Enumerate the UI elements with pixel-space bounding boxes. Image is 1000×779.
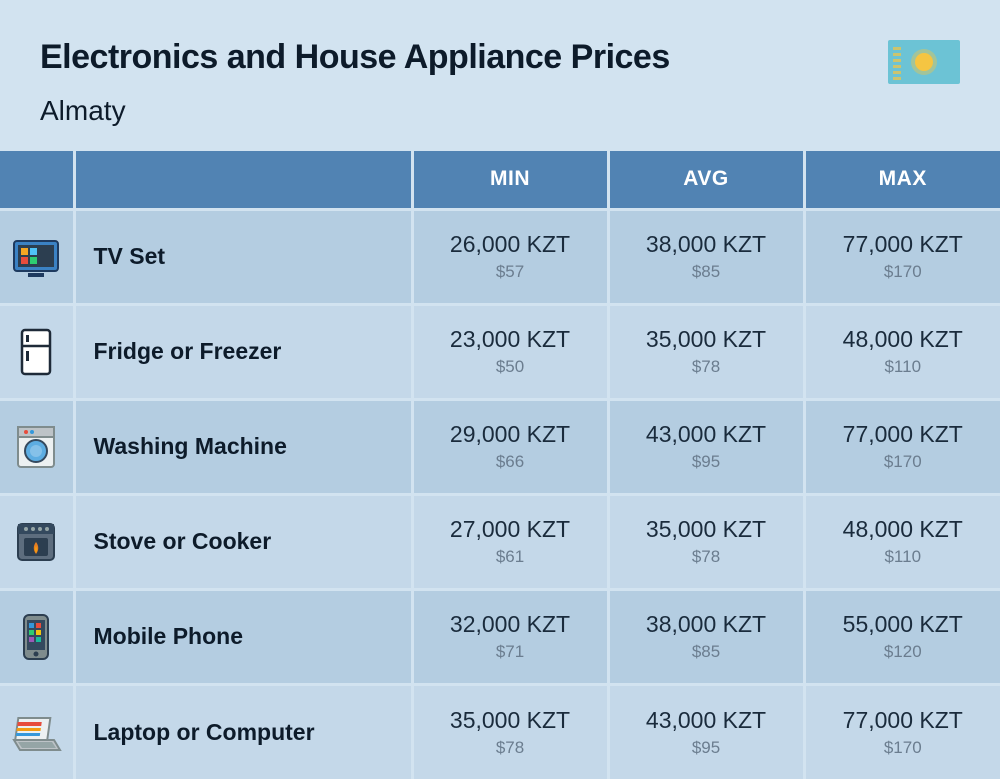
price-usd: $95 <box>610 738 803 758</box>
price-table: MIN AVG MAX TV Set26,000 KZT$5738,000 KZ… <box>0 151 1000 779</box>
price-min: 29,000 KZT $66 <box>412 399 608 494</box>
price-kzt: 26,000 KZT <box>414 231 607 258</box>
table-row: TV Set26,000 KZT $5738,000 KZT $8577,000 K… <box>0 209 1000 304</box>
laptop-icon <box>0 684 74 779</box>
price-avg: 35,000 KZT $78 <box>608 304 804 399</box>
titles: Electronics and House Appliance Prices A… <box>40 38 670 127</box>
price-min: 35,000 KZT $78 <box>412 684 608 779</box>
price-kzt: 55,000 KZT <box>806 611 1000 638</box>
price-kzt: 35,000 KZT <box>610 516 803 543</box>
price-usd: $170 <box>806 262 1000 282</box>
flag-icon <box>888 40 960 84</box>
header-avg: AVG <box>608 151 804 209</box>
washer-icon <box>0 399 74 494</box>
price-usd: $170 <box>806 738 1000 758</box>
price-usd: $78 <box>414 738 607 758</box>
price-usd: $85 <box>610 642 803 662</box>
price-kzt: 38,000 KZT <box>610 231 803 258</box>
price-kzt: 77,000 KZT <box>806 421 1000 448</box>
price-usd: $50 <box>414 357 607 377</box>
price-avg: 38,000 KZT $85 <box>608 589 804 684</box>
header-icon-col <box>0 151 74 209</box>
price-kzt: 43,000 KZT <box>610 421 803 448</box>
price-avg: 43,000 KZT $95 <box>608 684 804 779</box>
header-max: MAX <box>804 151 1000 209</box>
tv-icon <box>0 209 74 304</box>
price-min: 32,000 KZT $71 <box>412 589 608 684</box>
price-max: 48,000 KZT $110 <box>804 494 1000 589</box>
stove-icon <box>0 494 74 589</box>
row-label: Washing Machine <box>74 399 412 494</box>
price-usd: $78 <box>610 547 803 567</box>
price-max: 77,000 KZT $170 <box>804 684 1000 779</box>
price-min: 23,000 KZT $50 <box>412 304 608 399</box>
flag-sun-icon <box>915 53 933 71</box>
table-row: Washing Machine29,000 KZT $6643,000 KZT $9… <box>0 399 1000 494</box>
price-max: 55,000 KZT $120 <box>804 589 1000 684</box>
price-max: 77,000 KZT $170 <box>804 399 1000 494</box>
header: Electronics and House Appliance Prices A… <box>0 38 1000 127</box>
price-kzt: 35,000 KZT <box>610 326 803 353</box>
price-avg: 43,000 KZT $95 <box>608 399 804 494</box>
price-kzt: 43,000 KZT <box>610 707 803 734</box>
table-row: Stove or Cooker27,000 KZT $6135,000 KZT $7… <box>0 494 1000 589</box>
row-label: Laptop or Computer <box>74 684 412 779</box>
price-kzt: 23,000 KZT <box>414 326 607 353</box>
price-avg: 35,000 KZT $78 <box>608 494 804 589</box>
price-kzt: 27,000 KZT <box>414 516 607 543</box>
price-min: 27,000 KZT $61 <box>412 494 608 589</box>
price-kzt: 35,000 KZT <box>414 707 607 734</box>
page-subtitle: Almaty <box>40 95 670 127</box>
price-usd: $85 <box>610 262 803 282</box>
page: Electronics and House Appliance Prices A… <box>0 0 1000 776</box>
price-usd: $66 <box>414 452 607 472</box>
table-row: Laptop or Computer35,000 KZT $7843,000 KZ… <box>0 684 1000 779</box>
row-label: TV Set <box>74 209 412 304</box>
header-min: MIN <box>412 151 608 209</box>
price-min: 26,000 KZT $57 <box>412 209 608 304</box>
price-usd: $95 <box>610 452 803 472</box>
price-usd: $61 <box>414 547 607 567</box>
price-kzt: 77,000 KZT <box>806 707 1000 734</box>
price-max: 77,000 KZT $170 <box>804 209 1000 304</box>
row-label: Fridge or Freezer <box>74 304 412 399</box>
table-header-row: MIN AVG MAX <box>0 151 1000 209</box>
page-title: Electronics and House Appliance Prices <box>40 38 670 77</box>
price-kzt: 48,000 KZT <box>806 326 1000 353</box>
fridge-icon <box>0 304 74 399</box>
price-usd: $170 <box>806 452 1000 472</box>
price-usd: $78 <box>610 357 803 377</box>
price-kzt: 38,000 KZT <box>610 611 803 638</box>
header-label-col <box>74 151 412 209</box>
price-usd: $120 <box>806 642 1000 662</box>
phone-icon <box>0 589 74 684</box>
price-usd: $110 <box>806 547 1000 567</box>
price-kzt: 29,000 KZT <box>414 421 607 448</box>
price-avg: 38,000 KZT $85 <box>608 209 804 304</box>
row-label: Mobile Phone <box>74 589 412 684</box>
price-usd: $110 <box>806 357 1000 377</box>
price-kzt: 48,000 KZT <box>806 516 1000 543</box>
table-row: Fridge or Freezer23,000 KZT $5035,000 KZT… <box>0 304 1000 399</box>
price-kzt: 77,000 KZT <box>806 231 1000 258</box>
table-row: Mobile Phone32,000 KZT $7138,000 KZT $8555… <box>0 589 1000 684</box>
price-max: 48,000 KZT $110 <box>804 304 1000 399</box>
price-kzt: 32,000 KZT <box>414 611 607 638</box>
price-usd: $71 <box>414 642 607 662</box>
row-label: Stove or Cooker <box>74 494 412 589</box>
price-usd: $57 <box>414 262 607 282</box>
